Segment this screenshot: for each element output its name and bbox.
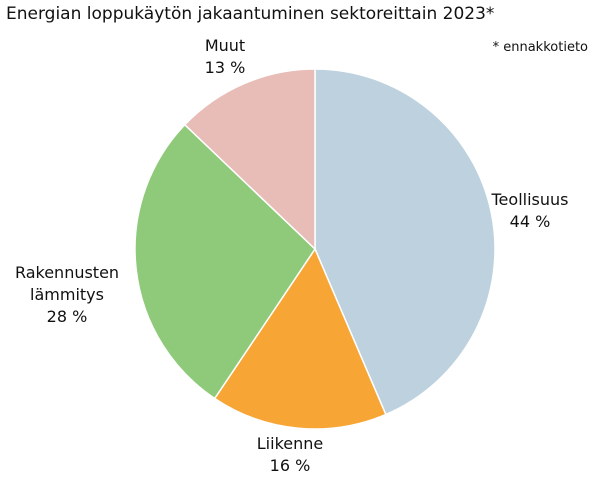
pie-slice: [183, 68, 316, 251]
pie-slice: [134, 123, 316, 400]
category-label: Muut: [204, 36, 246, 55]
category-label: Liikenne: [256, 434, 324, 453]
category-label: Rakennusten lämmitys: [14, 263, 120, 304]
slice-label: Muut 13 %: [165, 35, 285, 79]
category-label: Teollisuus: [491, 190, 569, 209]
slice-label: Rakennusten lämmitys 28 %: [2, 262, 132, 328]
chart-title: Energian loppukäytön jakaantuminen sekto…: [6, 4, 495, 24]
value-label: 44 %: [509, 212, 551, 231]
note: * ennakkotieto: [492, 40, 588, 55]
pie-slice: [314, 68, 496, 416]
slice-label: Liikenne 16 %: [230, 433, 350, 477]
value-label: 13 %: [204, 58, 246, 77]
value-label: 16 %: [269, 456, 311, 475]
pie-slice: [213, 247, 387, 430]
value-label: 28 %: [46, 307, 88, 326]
slice-label: Teollisuus 44 %: [470, 189, 590, 233]
